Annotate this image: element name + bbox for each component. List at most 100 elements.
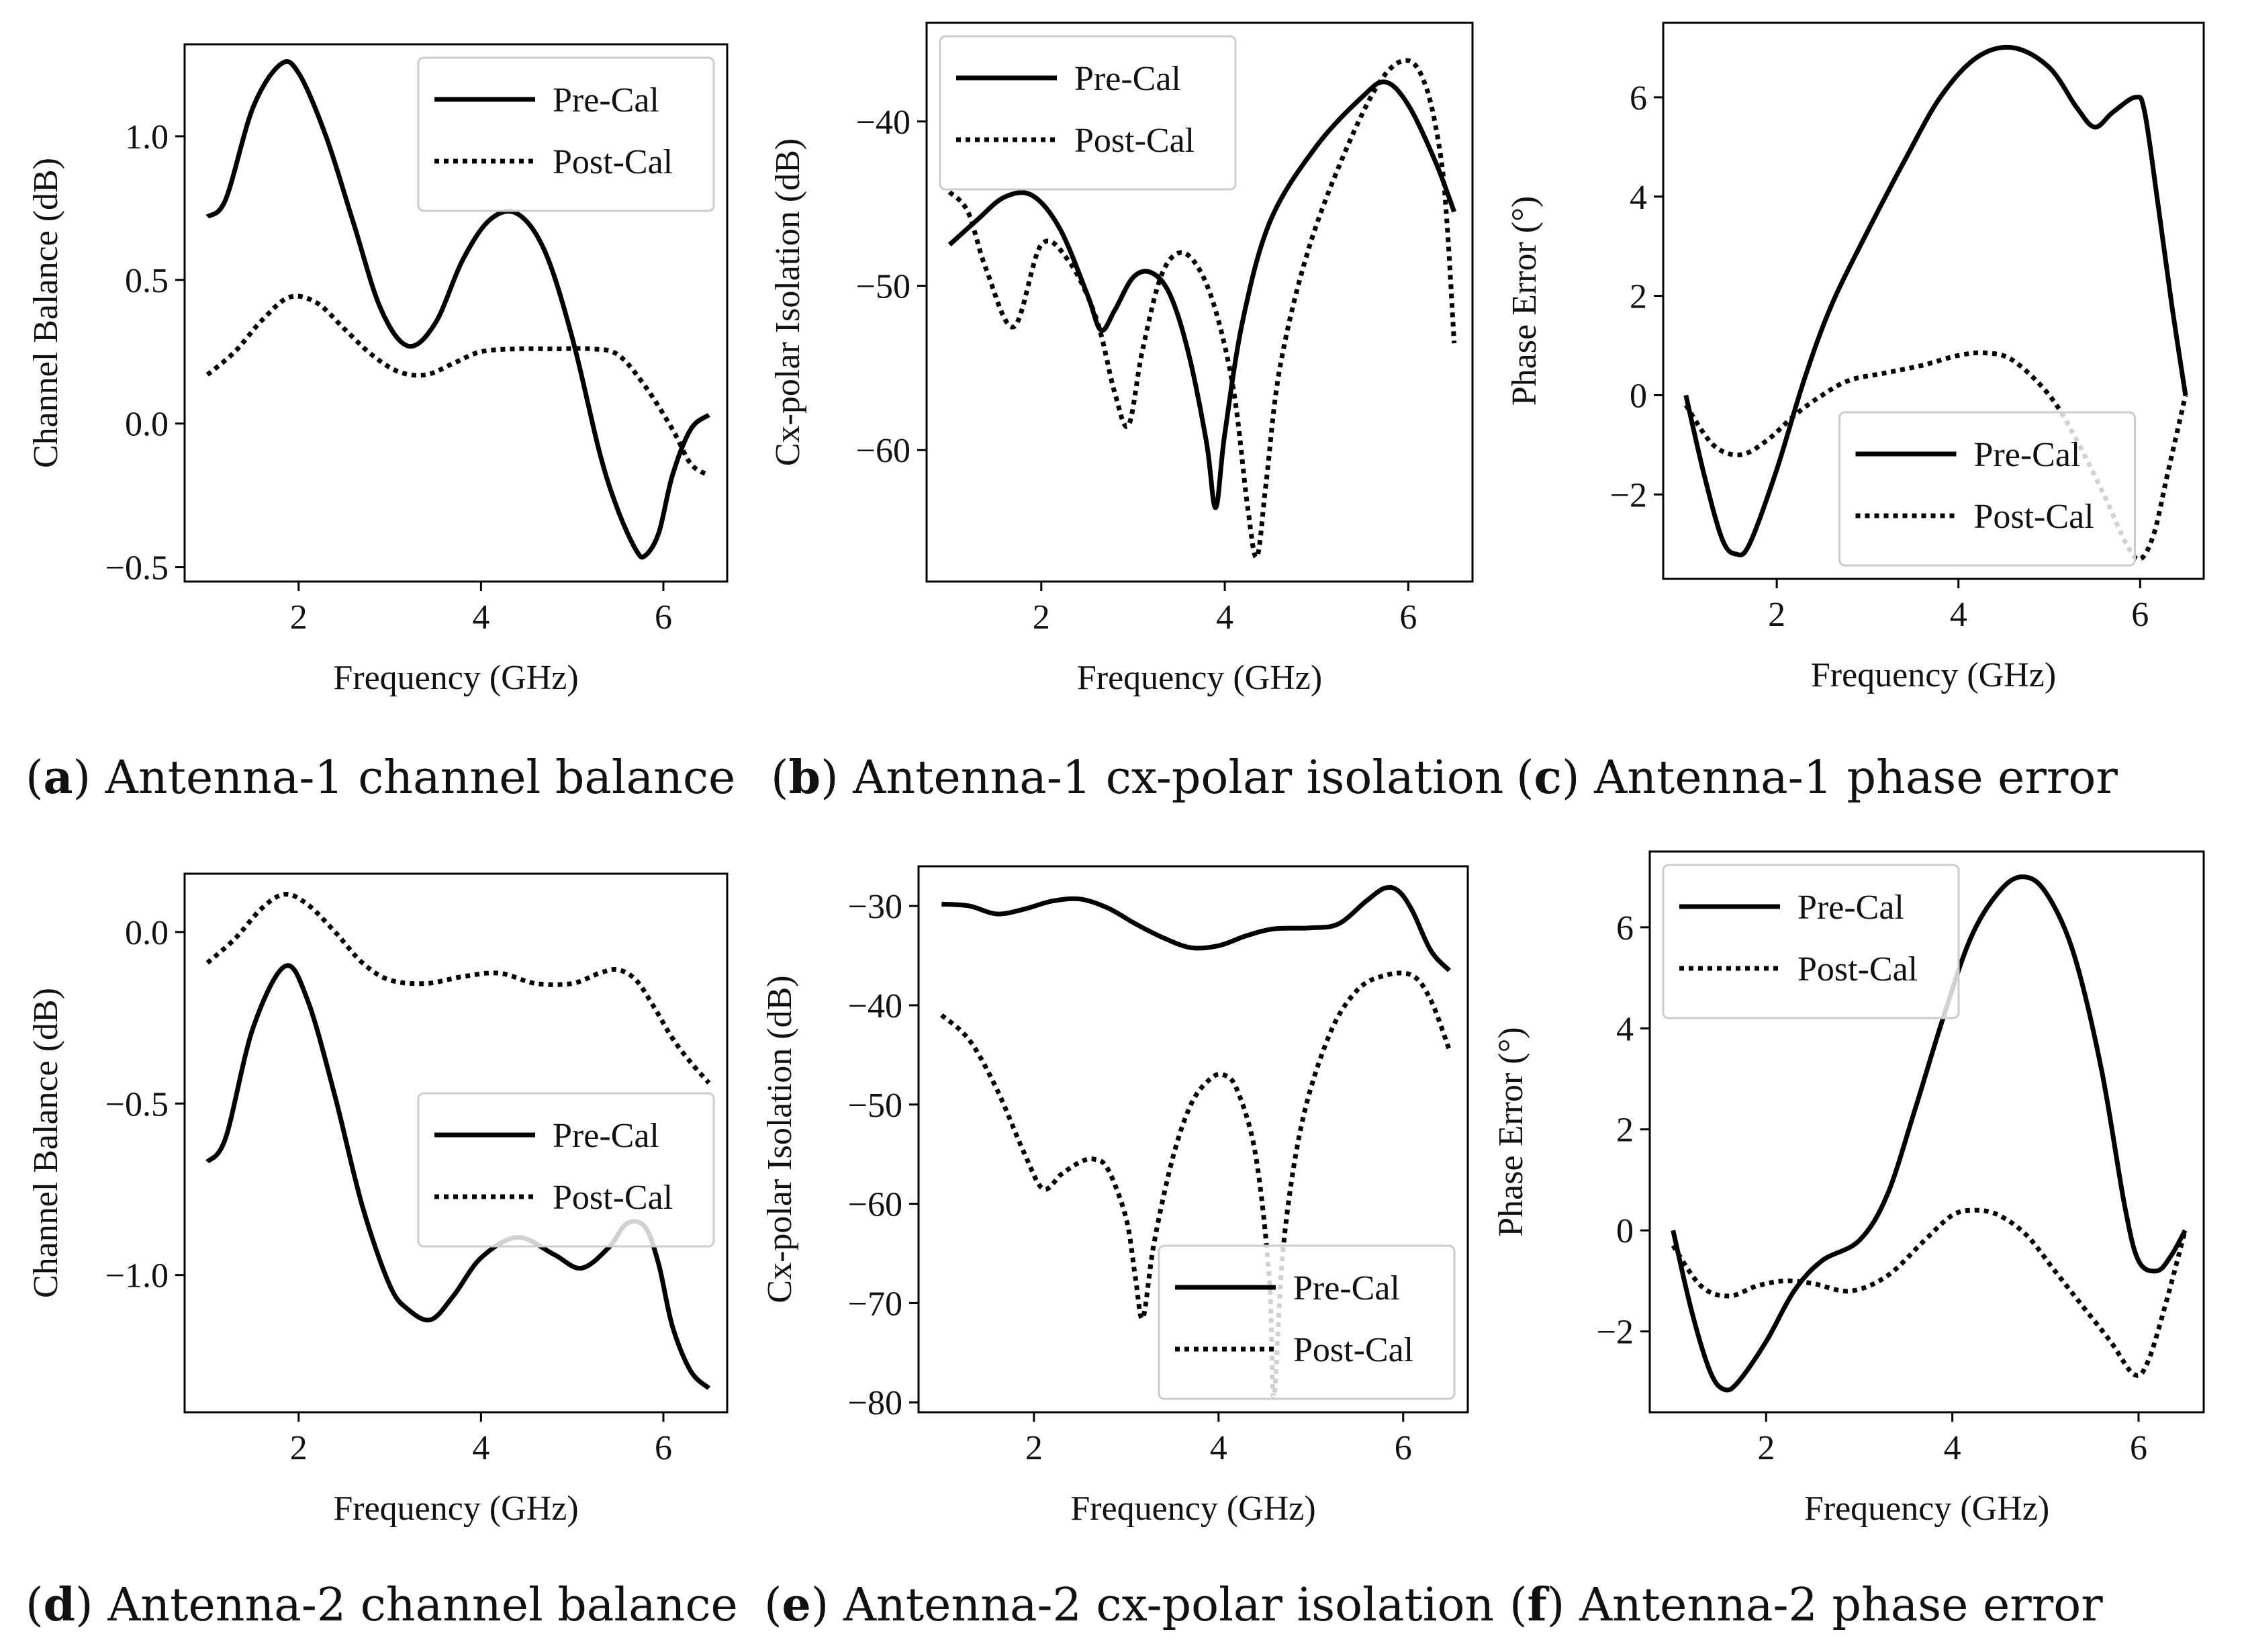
chart-a-xtick-label: 4 — [472, 598, 489, 637]
chart-c-ylabel: Phase Error (°) — [1505, 196, 1544, 406]
chart-f-legend-label-0: Pre-Cal — [1797, 888, 1904, 927]
chart-b-xtick-label: 4 — [1216, 598, 1233, 637]
chart-e-ytick-label: −50 — [848, 1087, 902, 1125]
chart-a-legend-box — [417, 56, 715, 212]
chart-c-ytick-label: 0 — [1630, 377, 1647, 415]
chart-e-legend-label-0: Pre-Cal — [1293, 1269, 1400, 1307]
chart-f-ytick-label: 4 — [1616, 1010, 1634, 1048]
caption-a-text: Antenna-1 channel balance — [105, 751, 736, 805]
chart-e-frame — [917, 865, 1469, 1414]
chart-c-legend-label-0: Pre-Cal — [1974, 436, 2081, 474]
chart-b-frame — [925, 21, 1474, 583]
chart-d-legend-label-1: Post-Cal — [553, 1179, 673, 1217]
caption-d-text: Antenna-2 channel balance — [107, 1579, 738, 1632]
chart-d-series-post-cal-line — [205, 892, 711, 1085]
chart-b-legend-box — [939, 35, 1237, 191]
chart-c-legend-box — [1838, 411, 2136, 567]
chart-a-legend: Pre-Cal Post-Cal — [417, 56, 715, 212]
chart-a-legend-label-0: Pre-Cal — [553, 81, 659, 120]
chart-e-ylabel: Cx-polar Isolation (dB) — [761, 975, 799, 1303]
chart-b-series-pre-cal-line — [947, 79, 1456, 510]
chart-d-legend-label-0: Pre-Cal — [553, 1117, 659, 1155]
chart-e-series-pre-cal-line — [941, 884, 1452, 972]
chart-a-series-post-cal-line — [205, 293, 710, 477]
chart-f-legend: Pre-Cal Post-Cal — [1662, 864, 1960, 1019]
chart-d-legend-box — [417, 1092, 715, 1248]
caption-b-text: Antenna-1 cx-polar isolation — [853, 751, 1504, 805]
caption-d-letter: d — [43, 1578, 76, 1632]
caption-c: (c) Antenna-1 phase error — [1516, 751, 2118, 805]
chart-b-xtick-label: 6 — [1399, 598, 1417, 637]
caption-b-letter: b — [788, 751, 821, 805]
caption-a-letter: a — [43, 751, 73, 805]
chart-f-xlabel: Frequency (GHz) — [1804, 1489, 2049, 1528]
chart-e-xtick-label: 4 — [1210, 1429, 1227, 1467]
chart-e-xtick-label: 6 — [1395, 1429, 1412, 1467]
chart-a-frame — [183, 43, 729, 583]
chart-c-legend-label-1: Post-Cal — [1974, 498, 2094, 536]
chart-f-xtick-label: 4 — [1944, 1429, 1961, 1467]
chart-d-frame — [183, 872, 729, 1414]
chart-d-xlabel: Frequency (GHz) — [333, 1489, 578, 1528]
caption-a: (a) Antenna-1 channel balance — [26, 751, 736, 805]
chart-c-series-post-cal-line — [1683, 350, 2188, 562]
chart-b-series-post-cal-line — [947, 58, 1457, 560]
caption-e: (e) Antenna-2 cx-polar isolation — [764, 1578, 1495, 1632]
chart-a-xtick-label: 2 — [290, 598, 308, 637]
chart-b-xlabel: Frequency (GHz) — [1077, 659, 1322, 697]
caption-f-letter: f — [1527, 1578, 1547, 1632]
caption-c-letter: c — [1534, 751, 1562, 805]
chart-c: 2 4 6 −2 0 2 4 6 Frequency (GHz) Phase Error (°) P… — [1505, 21, 2205, 694]
chart-e-legend: Pre-Cal Post-Cal — [1158, 1244, 1456, 1400]
chart-d-ytick-label: −1.0 — [105, 1257, 169, 1295]
chart-e-ytick-label: −80 — [848, 1384, 902, 1422]
chart-e-xtick-label: 2 — [1025, 1429, 1043, 1467]
chart-d-xtick-label: 2 — [290, 1429, 308, 1467]
chart-f-frame — [1648, 850, 2205, 1414]
chart-d-legend: Pre-Cal Post-Cal — [417, 1092, 715, 1248]
chart-f: 2 4 6 −2 0 2 4 6 Frequency (GHz) Phase Error (°) P… — [1492, 850, 2205, 1528]
chart-e-legend-box — [1158, 1244, 1456, 1400]
chart-d-xtick-label: 6 — [655, 1429, 672, 1467]
caption-e-text: Antenna-2 cx-polar isolation — [843, 1579, 1495, 1632]
chart-a-xtick-label: 6 — [655, 598, 672, 637]
caption-f-text: Antenna-2 phase error — [1579, 1579, 2103, 1632]
chart-f-xtick-label: 6 — [2130, 1429, 2147, 1467]
caption-e-letter: e — [782, 1578, 811, 1632]
chart-d: 2 4 6 −1.0 −0.5 0.0 Frequency (GHz) Channel Bal… — [27, 872, 729, 1528]
chart-c-legend: Pre-Cal Post-Cal — [1838, 411, 2136, 567]
chart-f-xtick-label: 2 — [1757, 1429, 1775, 1467]
chart-e-series-post-cal-line — [940, 970, 1452, 1400]
chart-c-xtick-label: 2 — [1768, 596, 1785, 634]
chart-a: 2 4 6 −0.5 0.0 0.5 1.0 Frequency (GHz) Channel B… — [27, 43, 729, 697]
chart-f-legend-label-1: Post-Cal — [1797, 950, 1918, 989]
chart-a-ylabel: Channel Balance (dB) — [27, 158, 65, 468]
chart-b-ylabel: Cx-polar Isolation (dB) — [769, 138, 807, 466]
chart-a-ytick-label: −0.5 — [105, 549, 169, 588]
chart-f-ytick-label: 0 — [1616, 1212, 1634, 1250]
chart-b-legend: Pre-Cal Post-Cal — [939, 35, 1237, 191]
chart-d-ytick-label: −0.5 — [105, 1085, 169, 1123]
chart-f-ytick-label: 6 — [1616, 909, 1634, 948]
chart-b-ytick-label: −50 — [856, 268, 910, 306]
chart-e-ytick-label: −60 — [848, 1186, 902, 1224]
caption-c-text: Antenna-1 phase error — [1594, 751, 2118, 805]
chart-b-ytick-label: −40 — [856, 103, 910, 142]
chart-a-ytick-label: 1.0 — [125, 118, 169, 156]
chart-c-series-pre-cal-line — [1683, 44, 2188, 557]
chart-c-xlabel: Frequency (GHz) — [1811, 656, 2056, 694]
chart-e-xlabel: Frequency (GHz) — [1070, 1489, 1315, 1528]
chart-f-ylabel: Phase Error (°) — [1492, 1027, 1530, 1236]
chart-c-xtick-label: 4 — [1950, 596, 1967, 634]
caption-f: (f) Antenna-2 phase error — [1509, 1578, 2103, 1632]
chart-c-ytick-label: 4 — [1630, 179, 1647, 217]
chart-c-frame — [1662, 21, 2205, 580]
caption-d: (d) Antenna-2 channel balance — [26, 1578, 738, 1632]
chart-e-ytick-label: −40 — [848, 987, 902, 1025]
chart-f-ytick-label: −2 — [1597, 1314, 1634, 1352]
chart-a-xlabel: Frequency (GHz) — [333, 659, 578, 697]
chart-f-legend-box — [1662, 864, 1960, 1019]
chart-c-xtick-label: 6 — [2131, 596, 2149, 634]
chart-d-ylabel: Channel Balance (dB) — [27, 988, 65, 1298]
